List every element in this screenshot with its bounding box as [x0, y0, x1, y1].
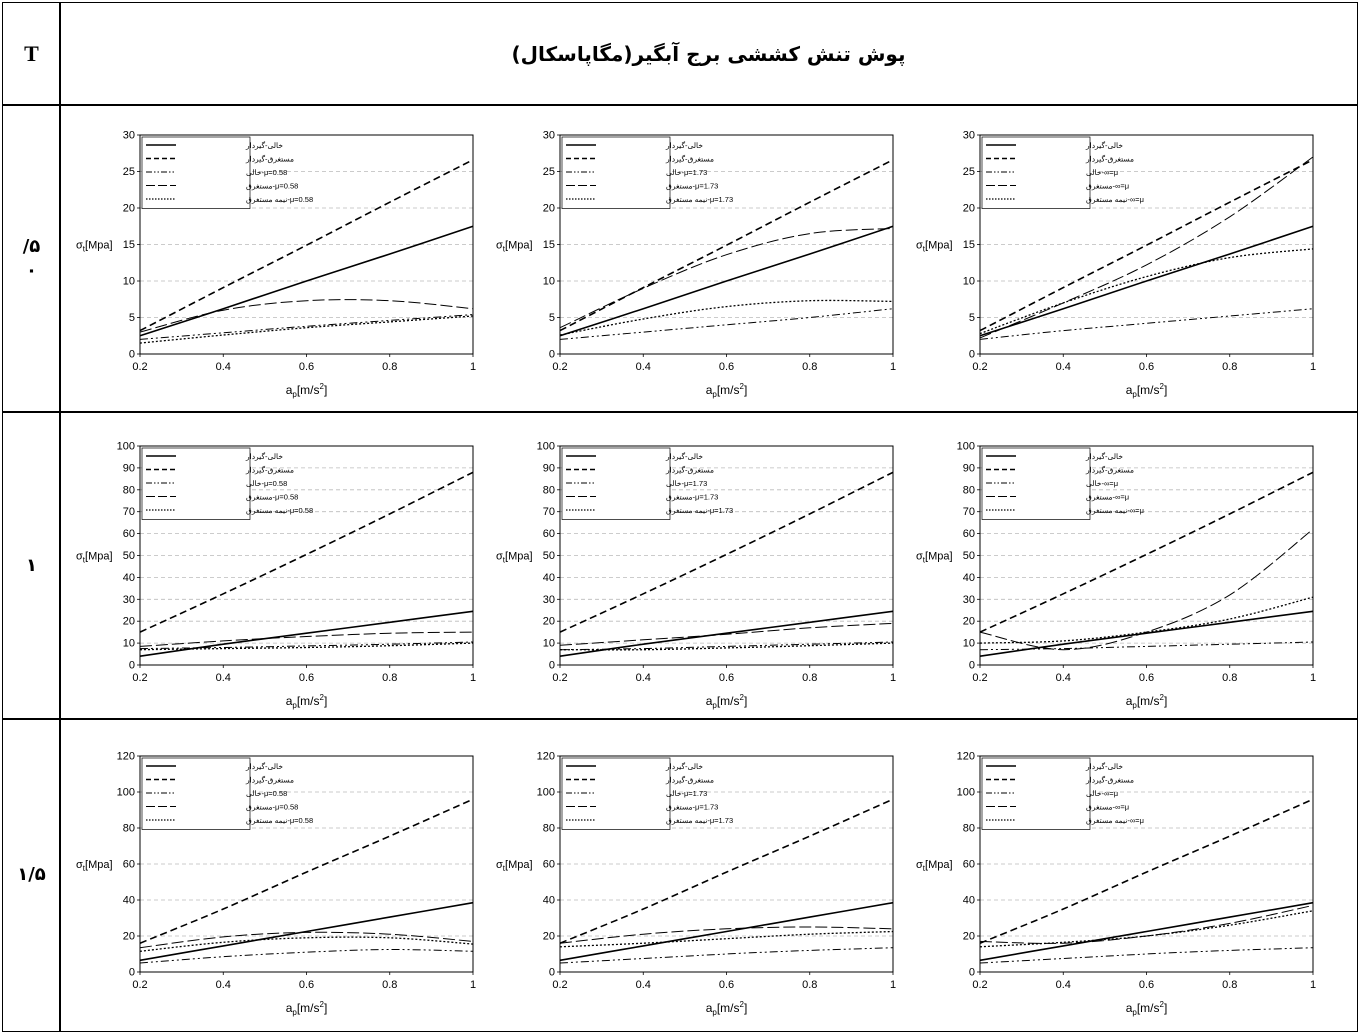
row-label-cell-1: ۱	[2, 411, 61, 720]
row-label-cell-2: ۱/۵	[2, 718, 61, 1032]
header-title-cell: پوش تنش کششی برج آبگیر(مگاپاسکال)	[59, 2, 1358, 106]
row-label-1: ۱	[26, 554, 37, 576]
charts-cell-row-1	[59, 411, 1358, 720]
header-t-cell: T	[2, 2, 61, 106]
table-title: پوش تنش کششی برج آبگیر(مگاپاسکال)	[511, 42, 906, 66]
row-label-2: ۱/۵	[17, 864, 46, 886]
row-label-0-line1: /۵	[22, 236, 41, 258]
row-label-cell-0: /۵ ۰	[2, 104, 61, 413]
charts-cell-row-2	[59, 718, 1358, 1032]
row-label-0-line2: ۰	[26, 259, 37, 281]
charts-cell-row-0	[59, 104, 1358, 413]
header-t-label: T	[24, 41, 39, 66]
